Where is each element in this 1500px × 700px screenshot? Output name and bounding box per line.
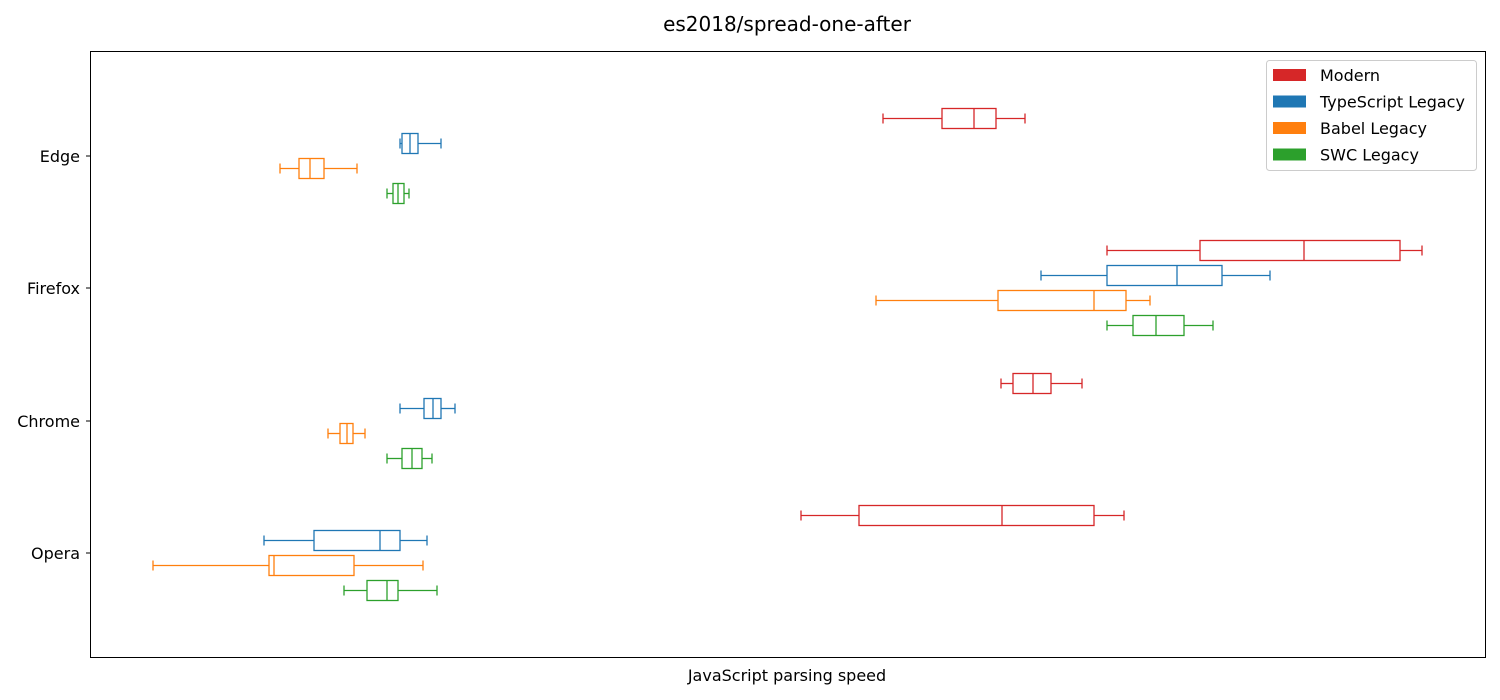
- box-typescript-legacy-edge: [399, 132, 442, 155]
- box-babel-legacy-firefox: [875, 289, 1151, 312]
- legend-swatch: [1273, 95, 1306, 108]
- box-modern-chrome: [1000, 372, 1083, 395]
- box-typescript-legacy-opera: [263, 529, 428, 552]
- legend-label: TypeScript Legacy: [1319, 93, 1465, 112]
- x-axis-label: JavaScript parsing speed: [687, 666, 886, 685]
- y-tick-label: Edge: [40, 147, 80, 166]
- box-typescript-legacy-chrome: [399, 397, 456, 420]
- box-modern-firefox: [1106, 239, 1423, 262]
- legend-swatch: [1273, 122, 1306, 134]
- boxes-layer: [152, 107, 1423, 602]
- box-modern-opera: [800, 504, 1125, 527]
- box-swc-legacy-firefox: [1106, 314, 1214, 337]
- box-swc-legacy-opera: [343, 579, 438, 602]
- y-tick-label: Opera: [31, 544, 80, 563]
- box-swc-legacy-edge: [386, 182, 410, 205]
- box-iqr: [941, 107, 997, 130]
- y-axis: Edge Firefox Chrome Opera: [17, 147, 91, 563]
- box-iqr: [1132, 314, 1185, 337]
- box-babel-legacy-opera: [152, 554, 424, 577]
- legend-swatch: [1273, 148, 1306, 161]
- box-modern-edge: [882, 107, 1026, 130]
- chart-title: es2018/spread-one-after: [663, 12, 912, 36]
- legend: Modern TypeScript Legacy Babel Legacy SWC L…: [1266, 60, 1477, 171]
- plot-frame: [90, 51, 1486, 658]
- legend-swatch: [1273, 69, 1306, 81]
- box-iqr: [1012, 372, 1052, 395]
- box-iqr: [1106, 264, 1223, 287]
- box-iqr: [858, 504, 1095, 527]
- box-iqr: [268, 554, 355, 577]
- y-tick-label: Chrome: [17, 412, 80, 431]
- legend-frame: [1266, 60, 1477, 171]
- box-babel-legacy-edge: [279, 157, 358, 180]
- box-swc-legacy-chrome: [386, 447, 433, 470]
- legend-label: Babel Legacy: [1320, 119, 1427, 138]
- box-iqr: [298, 157, 325, 180]
- box-iqr: [1199, 239, 1401, 262]
- box-iqr: [366, 579, 399, 602]
- box-typescript-legacy-firefox: [1040, 264, 1271, 287]
- y-tick-label: Firefox: [27, 279, 80, 298]
- legend-label: SWC Legacy: [1320, 146, 1419, 165]
- box-babel-legacy-chrome: [327, 422, 366, 445]
- box-iqr: [313, 529, 401, 552]
- box-iqr: [997, 289, 1127, 312]
- legend-label: Modern: [1320, 66, 1380, 85]
